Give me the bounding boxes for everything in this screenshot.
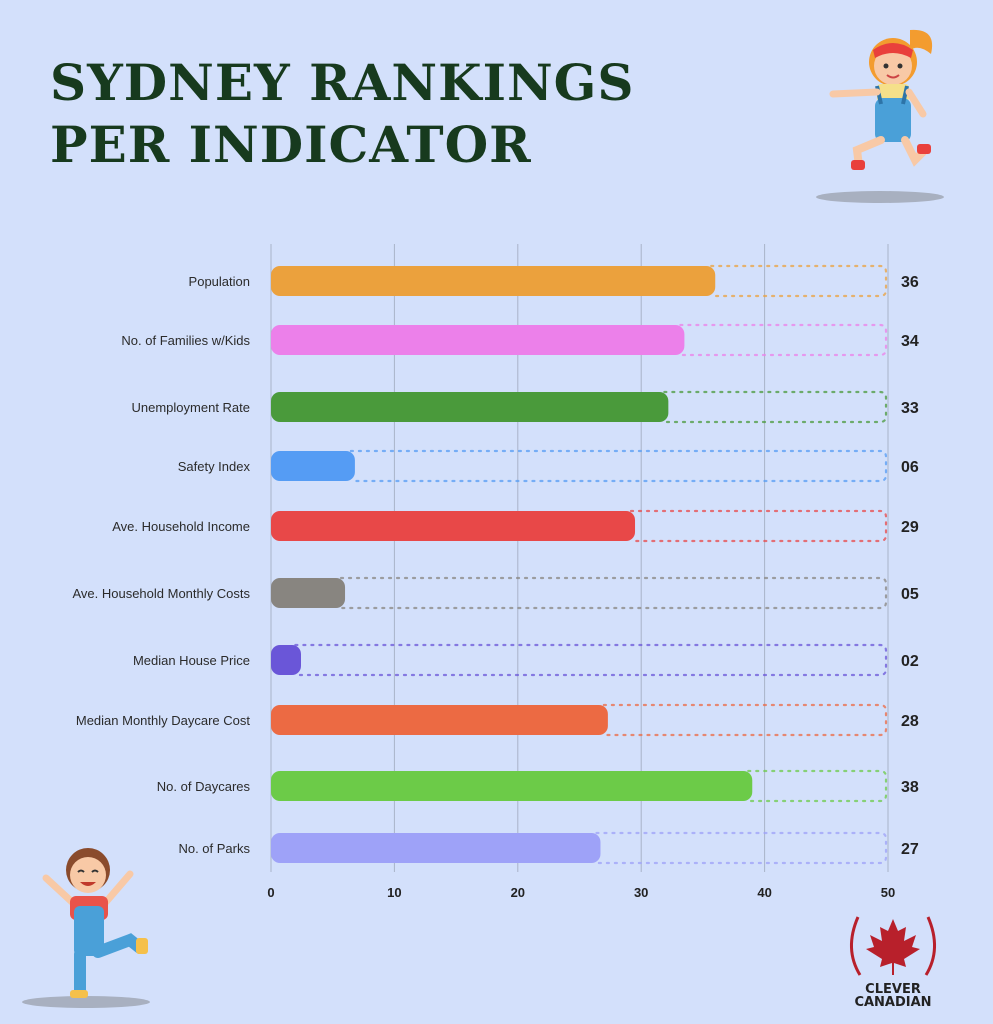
value-label: 02	[901, 653, 919, 670]
bar	[271, 511, 636, 541]
bar-track	[349, 449, 888, 483]
girl-illustration	[816, 29, 944, 203]
bar-track	[747, 769, 888, 803]
x-tick-label: 10	[387, 885, 401, 900]
bar-track	[629, 509, 888, 543]
bar	[271, 266, 716, 296]
bar-track	[710, 264, 888, 298]
value-label: 38	[901, 779, 919, 796]
bar-track	[679, 323, 888, 357]
category-label: No. of Daycares	[157, 779, 251, 794]
logo-line-2: CANADIAN	[854, 995, 932, 1010]
bar	[271, 325, 685, 355]
bar	[271, 451, 355, 481]
value-label: 34	[901, 333, 919, 350]
value-label: 05	[901, 586, 919, 603]
bar-track	[602, 703, 888, 737]
category-label: Median House Price	[133, 653, 250, 668]
clever-canadian-logo: CLEVER CANADIAN	[838, 905, 948, 1015]
maple-leaf-icon	[850, 916, 936, 976]
category-label: Ave. Household Monthly Costs	[72, 586, 250, 601]
title-line-1: SYDNEY RANKINGS	[50, 53, 635, 112]
value-label: 28	[901, 713, 919, 730]
category-label: Safety Index	[178, 459, 251, 474]
x-tick-label: 50	[881, 885, 895, 900]
bar-track	[339, 576, 888, 610]
bars	[271, 264, 888, 865]
labels: 0 10 20 30 40 50 Population 36 No. of Families w…	[72, 274, 918, 900]
bar-track	[294, 643, 888, 677]
chart-title: SYDNEY RANKINGS PER INDICATOR	[50, 52, 634, 176]
x-tick-label: 0	[267, 885, 274, 900]
bar	[271, 645, 301, 675]
category-label: Median Monthly Daycare Cost	[76, 713, 251, 728]
category-label: Ave. Household Income	[112, 519, 250, 534]
bar	[271, 771, 753, 801]
value-label: 36	[901, 274, 919, 291]
value-label: 33	[901, 400, 919, 417]
x-tick-label: 30	[634, 885, 648, 900]
bar	[271, 578, 346, 608]
value-label: 27	[901, 841, 919, 858]
x-tick-label: 20	[511, 885, 525, 900]
logo-line-1: CLEVER	[865, 982, 921, 997]
category-label: No. of Families w/Kids	[121, 333, 250, 348]
value-label: 29	[901, 519, 919, 536]
title-line-2: PER INDICATOR	[50, 115, 532, 174]
bar-track	[663, 390, 888, 424]
bar	[271, 705, 608, 735]
category-label: No. of Parks	[178, 841, 250, 856]
bar	[271, 392, 669, 422]
category-label: Population	[189, 274, 250, 289]
category-label: Unemployment Rate	[132, 400, 251, 415]
bar-track	[595, 831, 888, 865]
boy-illustration	[22, 848, 150, 1008]
value-label: 06	[901, 459, 919, 476]
x-tick-label: 40	[757, 885, 771, 900]
bar	[271, 833, 601, 863]
